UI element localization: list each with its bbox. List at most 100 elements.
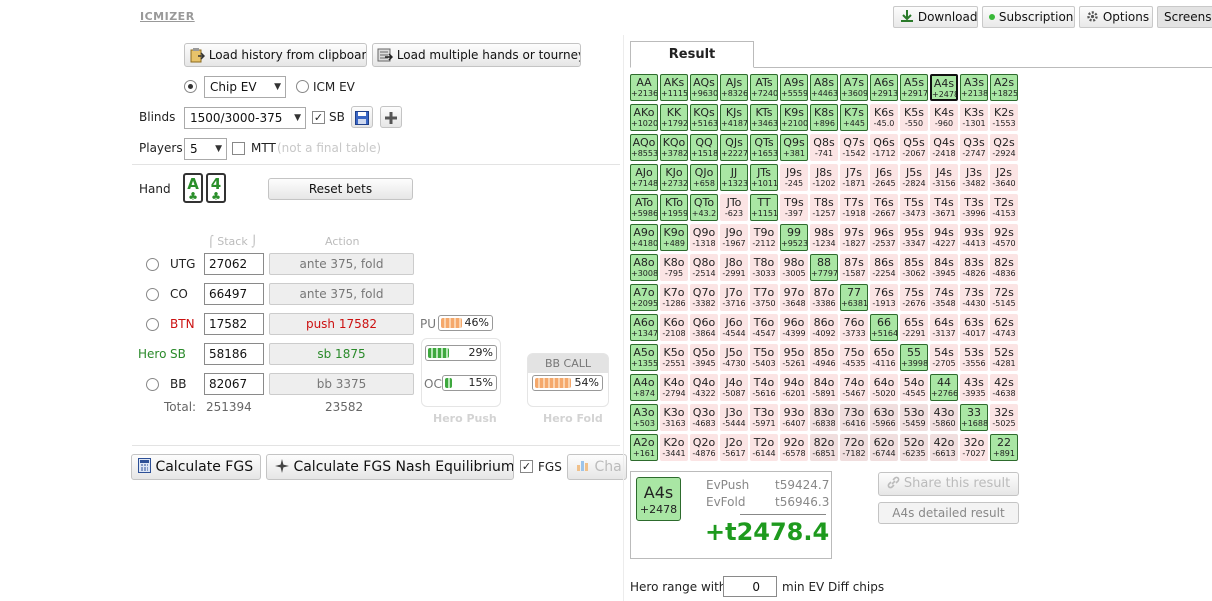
- hand-cell[interactable]: K8o -795: [660, 254, 688, 281]
- hand-cell[interactable]: Q4s -2418: [930, 134, 958, 161]
- hand-cell[interactable]: 74o -5467: [840, 374, 868, 401]
- hand-cell[interactable]: 83s -4826: [960, 254, 988, 281]
- hand-cell[interactable]: Q3s -2747: [960, 134, 988, 161]
- hand-cell[interactable]: AA +2136: [630, 74, 658, 101]
- hand-cell[interactable]: 75o -4535: [840, 344, 868, 371]
- calculate-fgs-button[interactable]: Calculate FGS: [131, 454, 261, 480]
- hand-cell[interactable]: 92o -6578: [780, 434, 808, 461]
- hand-cell[interactable]: Q7o -3382: [690, 284, 718, 311]
- hand-cell[interactable]: JJ +1323: [720, 164, 748, 191]
- hand-cell[interactable]: A2o +161: [630, 434, 658, 461]
- hand-cell[interactable]: QQ +1518: [690, 134, 718, 161]
- hand-cell[interactable]: J5s -2824: [900, 164, 928, 191]
- fgs-checkbox[interactable]: ✓: [520, 460, 533, 473]
- hand-cell[interactable]: K5o -2551: [660, 344, 688, 371]
- min-ev-diff-input[interactable]: 0: [723, 576, 777, 597]
- hand-cell[interactable]: J6o -4544: [720, 314, 748, 341]
- hand-cell[interactable]: 97s -1827: [840, 224, 868, 251]
- hand-cell[interactable]: Q5s -2067: [900, 134, 928, 161]
- hand-cell[interactable]: ATs +7240: [750, 74, 778, 101]
- hand-cell[interactable]: A8o +3008: [630, 254, 658, 281]
- mtt-checkbox[interactable]: [232, 142, 245, 155]
- hand-cell[interactable]: J2o -5617: [720, 434, 748, 461]
- position-radio[interactable]: [146, 378, 159, 391]
- blinds-select[interactable]: 1500/3000-375 ▼: [184, 107, 306, 129]
- hand-cell[interactable]: J3o -5444: [720, 404, 748, 431]
- sb-range-bar[interactable]: 29%: [425, 345, 497, 361]
- tab-result[interactable]: Result: [630, 41, 754, 68]
- hand-cell[interactable]: A5s +2917: [900, 74, 928, 101]
- hand-cell[interactable]: Q4o -4322: [690, 374, 718, 401]
- position-radio[interactable]: [146, 258, 159, 271]
- hand-cell[interactable]: 72s -5145: [990, 284, 1018, 311]
- hand-cell[interactable]: Q8s -741: [810, 134, 838, 161]
- sb-checkbox[interactable]: ✓: [312, 111, 325, 124]
- load-clipboard-button[interactable]: Load history from clipboard: [184, 43, 367, 67]
- position-radio[interactable]: [146, 318, 159, 331]
- calculate-nash-button[interactable]: Calculate FGS Nash Equilibrium: [266, 454, 514, 480]
- hand-cell[interactable]: T9s -397: [780, 194, 808, 221]
- hand-cell[interactable]: 98o -3005: [780, 254, 808, 281]
- load-multiple-button[interactable]: Load multiple hands or tourney: [372, 43, 581, 67]
- hand-cell[interactable]: 86s -2254: [870, 254, 898, 281]
- hand-cell[interactable]: Q5o -3945: [690, 344, 718, 371]
- hand-cell[interactable]: 76o -3733: [840, 314, 868, 341]
- hand-cell[interactable]: 88 +7797: [810, 254, 838, 281]
- hand-cell[interactable]: 32o -7027: [960, 434, 988, 461]
- hand-cell[interactable]: Q9o -1318: [690, 224, 718, 251]
- stack-input[interactable]: 82067: [204, 373, 264, 395]
- stack-input[interactable]: 27062: [204, 253, 264, 275]
- hand-cell[interactable]: 83o -6838: [810, 404, 838, 431]
- hand-cell[interactable]: Q2s -2924: [990, 134, 1018, 161]
- hand-cell[interactable]: AQs +9630: [690, 74, 718, 101]
- hand-cell[interactable]: T8s -1257: [810, 194, 838, 221]
- hand-card-1[interactable]: A ♣: [183, 173, 203, 203]
- hand-cell[interactable]: K6o -2108: [660, 314, 688, 341]
- hand-cell[interactable]: 65s -2291: [900, 314, 928, 341]
- hand-cell[interactable]: J3s -3482: [960, 164, 988, 191]
- hand-cell[interactable]: 77 +6381: [840, 284, 868, 311]
- hand-cell[interactable]: 22 +891: [990, 434, 1018, 461]
- hand-cell[interactable]: QJs +2227: [720, 134, 748, 161]
- hand-cell[interactable]: 87o -3386: [810, 284, 838, 311]
- hand-cell[interactable]: 82s -4836: [990, 254, 1018, 281]
- hand-cell[interactable]: 53o -5459: [900, 404, 928, 431]
- action-field[interactable]: ante 375, fold: [269, 283, 414, 305]
- hand-cell[interactable]: A4o +874: [630, 374, 658, 401]
- hand-cell[interactable]: JTo -623: [720, 194, 748, 221]
- hand-cell[interactable]: 95o -5261: [780, 344, 808, 371]
- detailed-result-button[interactable]: A4s detailed result: [878, 502, 1019, 524]
- chip-ev-radio[interactable]: [184, 80, 197, 93]
- hand-cell[interactable]: J7s -1871: [840, 164, 868, 191]
- hand-cell[interactable]: 42o -6613: [930, 434, 958, 461]
- hand-cell[interactable]: K3s -1301: [960, 104, 988, 131]
- hand-cell[interactable]: K8s +896: [810, 104, 838, 131]
- hand-cell[interactable]: A5o +1355: [630, 344, 658, 371]
- hand-cell[interactable]: 42s -4638: [990, 374, 1018, 401]
- hand-cell[interactable]: KJo +2732: [660, 164, 688, 191]
- hand-cell[interactable]: 66 +5164: [870, 314, 898, 341]
- hand-cell[interactable]: 96o -4399: [780, 314, 808, 341]
- hand-cell[interactable]: T9o -2112: [750, 224, 778, 251]
- hand-cell[interactable]: 85s -3062: [900, 254, 928, 281]
- hand-cell[interactable]: TT +1151: [750, 194, 778, 221]
- hand-cell[interactable]: 73s -4430: [960, 284, 988, 311]
- hand-cell[interactable]: 62o -6744: [870, 434, 898, 461]
- hand-cell[interactable]: K2s -1553: [990, 104, 1018, 131]
- hand-cell[interactable]: KQo +3782: [660, 134, 688, 161]
- hand-cell[interactable]: ATo +5986: [630, 194, 658, 221]
- position-radio[interactable]: [146, 288, 159, 301]
- hand-cell[interactable]: 73o -6416: [840, 404, 868, 431]
- hand-cell[interactable]: 64o -5020: [870, 374, 898, 401]
- hand-cell[interactable]: 72o -7182: [840, 434, 868, 461]
- hand-cell[interactable]: QJo +658: [690, 164, 718, 191]
- hand-cell[interactable]: 96s -2537: [870, 224, 898, 251]
- hand-cell[interactable]: QTs +1653: [750, 134, 778, 161]
- hand-cell[interactable]: 86o -4092: [810, 314, 838, 341]
- hand-cell[interactable]: 93o -6407: [780, 404, 808, 431]
- hand-cell[interactable]: 32s -5025: [990, 404, 1018, 431]
- action-field[interactable]: bb 3375: [269, 373, 414, 395]
- share-result-button[interactable]: Share this result: [878, 472, 1019, 496]
- hand-cell[interactable]: 43o -5860: [930, 404, 958, 431]
- hand-cell[interactable]: 76s -1913: [870, 284, 898, 311]
